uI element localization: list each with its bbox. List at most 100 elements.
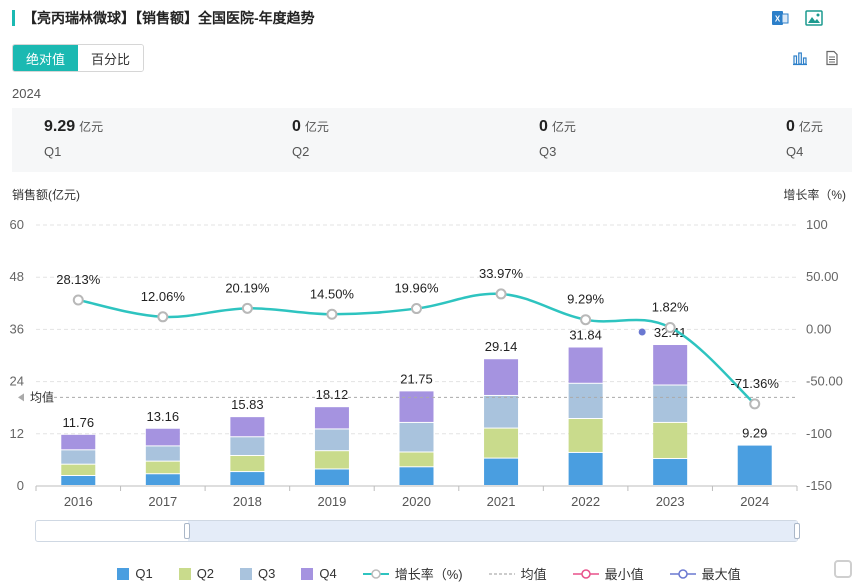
average-label: 均值 [30,389,54,404]
title-accent-bar [12,10,15,26]
average-marker [18,393,24,402]
legend-label: Q2 [196,566,215,581]
percentage-button[interactable]: 百分比 [78,45,143,71]
legend-q4[interactable]: Q4 [301,564,337,583]
x-tick-label: 2016 [64,494,93,509]
growth-point [72,294,84,306]
y-tick-label: 12 [10,426,24,441]
y-tick-label: 0 [17,478,24,493]
summary-q2: 0 亿元 Q2 [292,118,329,159]
absolute-value-button[interactable]: 绝对值 [13,45,78,71]
growth-point [326,308,338,320]
growth-label: 20.19% [225,280,270,295]
watermark-logo-icon [834,560,852,578]
bar-total-label: 11.76 [62,415,94,430]
y-tick-label: 60 [10,217,24,232]
growth-label: 33.97% [479,266,524,281]
top-toolbar: X [770,8,824,28]
bar-segment-q1 [737,445,772,485]
legend-q3[interactable]: Q3 [240,564,275,583]
table-view-icon[interactable] [822,48,842,68]
legend-swatch [301,567,314,580]
x-tick-label: 2020 [402,494,431,509]
summary-unit: 亿元 [79,120,104,134]
summary-q1: 9.29 亿元 Q1 [44,118,103,159]
chart-legend: Q1 Q2 Q3 Q4 增长率（%) 均值 最小值 最大值 [0,564,858,583]
growth-label: 1.82% [652,299,689,314]
bar-total-label: 13.16 [147,409,180,424]
quarter-summary: 9.29 亿元 Q1 0 亿元 Q2 0 亿元 Q3 0 亿元 Q4 [12,108,852,172]
x-tick-label: 2017 [148,494,177,509]
legend-max-swatch [669,568,696,579]
bar-segment-q2 [399,452,434,467]
legend-min-swatch [572,568,599,579]
legend-label: Q1 [135,566,153,581]
bar-segment-q2 [230,455,265,472]
y-tick-label: 36 [10,321,24,336]
growth-label: 12.06% [141,289,186,304]
summary-q3: 0 亿元 Q3 [539,118,576,159]
bar-segment-q1 [568,452,603,485]
legend-max[interactable]: 最大值 [669,564,741,583]
y2-tick-label: 0.00 [806,321,831,336]
legend-growth[interactable]: 增长率（%) [362,564,463,583]
summary-label: Q4 [786,144,804,159]
bar-chart-view-icon[interactable] [790,48,810,68]
legend-swatch [178,567,191,580]
slider-left-handle[interactable] [184,523,190,539]
legend-swatch [240,567,253,580]
watermark [834,560,852,578]
bar-total-label: 29.14 [485,339,518,354]
y-tick-label: 48 [10,269,24,284]
svg-text:X: X [775,15,781,24]
growth-point [664,321,676,333]
legend-label: 均值 [520,567,547,582]
growth-label: 9.29% [567,292,604,307]
bar-segment-q2 [484,428,519,458]
growth-point [411,303,422,315]
view-switcher [790,48,842,68]
y2-tick-label: 50.00 [806,269,839,284]
bar-segment-q4 [145,428,180,446]
slider-right-handle[interactable] [794,523,800,539]
bar-segment-q2 [314,451,349,469]
chart-title: 【亮丙瑞林微球】【销售额】全国医院-年度趋势 [23,10,315,26]
export-image-icon[interactable] [804,8,824,28]
legend-q1[interactable]: Q1 [117,564,153,583]
summary-label: Q1 [44,144,62,159]
growth-label: 19.96% [394,281,439,296]
growth-label: 28.13% [56,272,101,287]
legend-q2[interactable]: Q2 [178,564,215,583]
summary-unit: 亿元 [304,120,329,134]
legend-label: 最大值 [701,567,741,582]
legend-line-swatch [362,568,389,579]
growth-point [157,311,169,323]
growth-label: -71.36% [731,376,780,391]
legend-min[interactable]: 最小值 [572,564,644,583]
y-axis-title: 销售额(亿元) [12,188,80,202]
year-label: 2024 [12,86,41,101]
bar-segment-q4 [230,417,265,437]
legend-label: 最小值 [604,567,644,582]
summary-value: 9.29 [44,118,76,135]
summary-unit: 亿元 [798,120,823,134]
legend-average[interactable]: 均值 [488,564,547,583]
bar-total-label: 15.83 [231,397,264,412]
export-excel-icon[interactable]: X [770,8,790,28]
summary-value: 0 [292,118,301,135]
growth-point [241,302,253,314]
bar-segment-q3 [230,437,265,455]
x-tick-label: 2018 [233,494,262,509]
x-tick-label: 2024 [740,494,769,509]
summary-q4: 0 亿元 Q4 [786,118,823,159]
bar-total-label: 18.12 [316,387,349,402]
range-slider[interactable] [35,520,800,542]
legend-label: Q4 [319,566,337,581]
x-tick-label: 2023 [656,494,685,509]
summary-value: 0 [539,118,548,135]
bar-segment-q3 [399,422,434,452]
bar-segment-q1 [653,459,688,485]
summary-label: Q2 [292,144,310,159]
bar-total-label: 21.75 [400,371,433,386]
y-tick-label: 24 [10,374,24,389]
